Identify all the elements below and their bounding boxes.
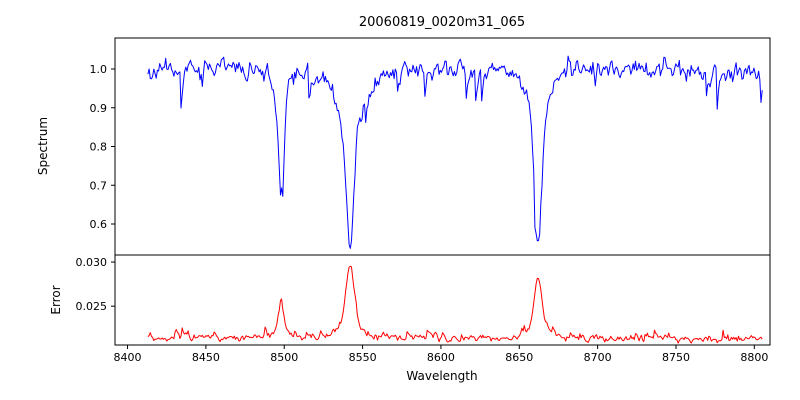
y-tick-label-spectrum: 0.7 [90,179,108,192]
error-line [147,265,763,344]
y-tick-label-spectrum: 0.8 [90,141,108,154]
panel-border-error [114,254,771,346]
x-tick-label: 8750 [662,351,690,364]
x-tick-label: 8650 [505,351,533,364]
x-tick-label: 8600 [427,351,455,364]
y-tick-label-error: 0.025 [76,300,108,313]
x-axis-label: Wavelength [406,369,477,383]
y-tick-label-spectrum: 0.9 [90,102,108,115]
x-tick-label: 8800 [740,351,768,364]
plot-content: 0.6 0.7 0.8 0.9 1.0 0.025 0.030 8400 8450 8500 855… [76,37,771,364]
x-tick-label: 8700 [584,351,612,364]
chart-title: 20060819_0020m31_065 [359,15,525,30]
x-tick-label: 8450 [192,351,220,364]
y-tick-label-spectrum: 1.0 [90,63,108,76]
y-tick-label-error: 0.030 [76,256,108,269]
y-tick-label-spectrum: 0.6 [90,218,108,231]
x-tick-label: 8500 [270,351,298,364]
y-axis-label-spectrum: Spectrum [36,117,50,175]
x-tick-label: 8550 [349,351,377,364]
spectrum-line [147,55,763,249]
x-tick-label: 8400 [114,351,142,364]
y-axis-label-error: Error [49,285,63,314]
